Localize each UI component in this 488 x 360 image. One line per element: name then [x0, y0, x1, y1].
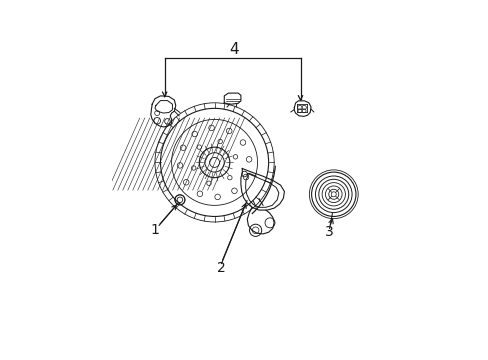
Text: 4: 4 [229, 42, 238, 57]
Text: 1: 1 [150, 223, 159, 237]
Text: 3: 3 [325, 225, 333, 239]
Text: 2: 2 [217, 261, 225, 275]
